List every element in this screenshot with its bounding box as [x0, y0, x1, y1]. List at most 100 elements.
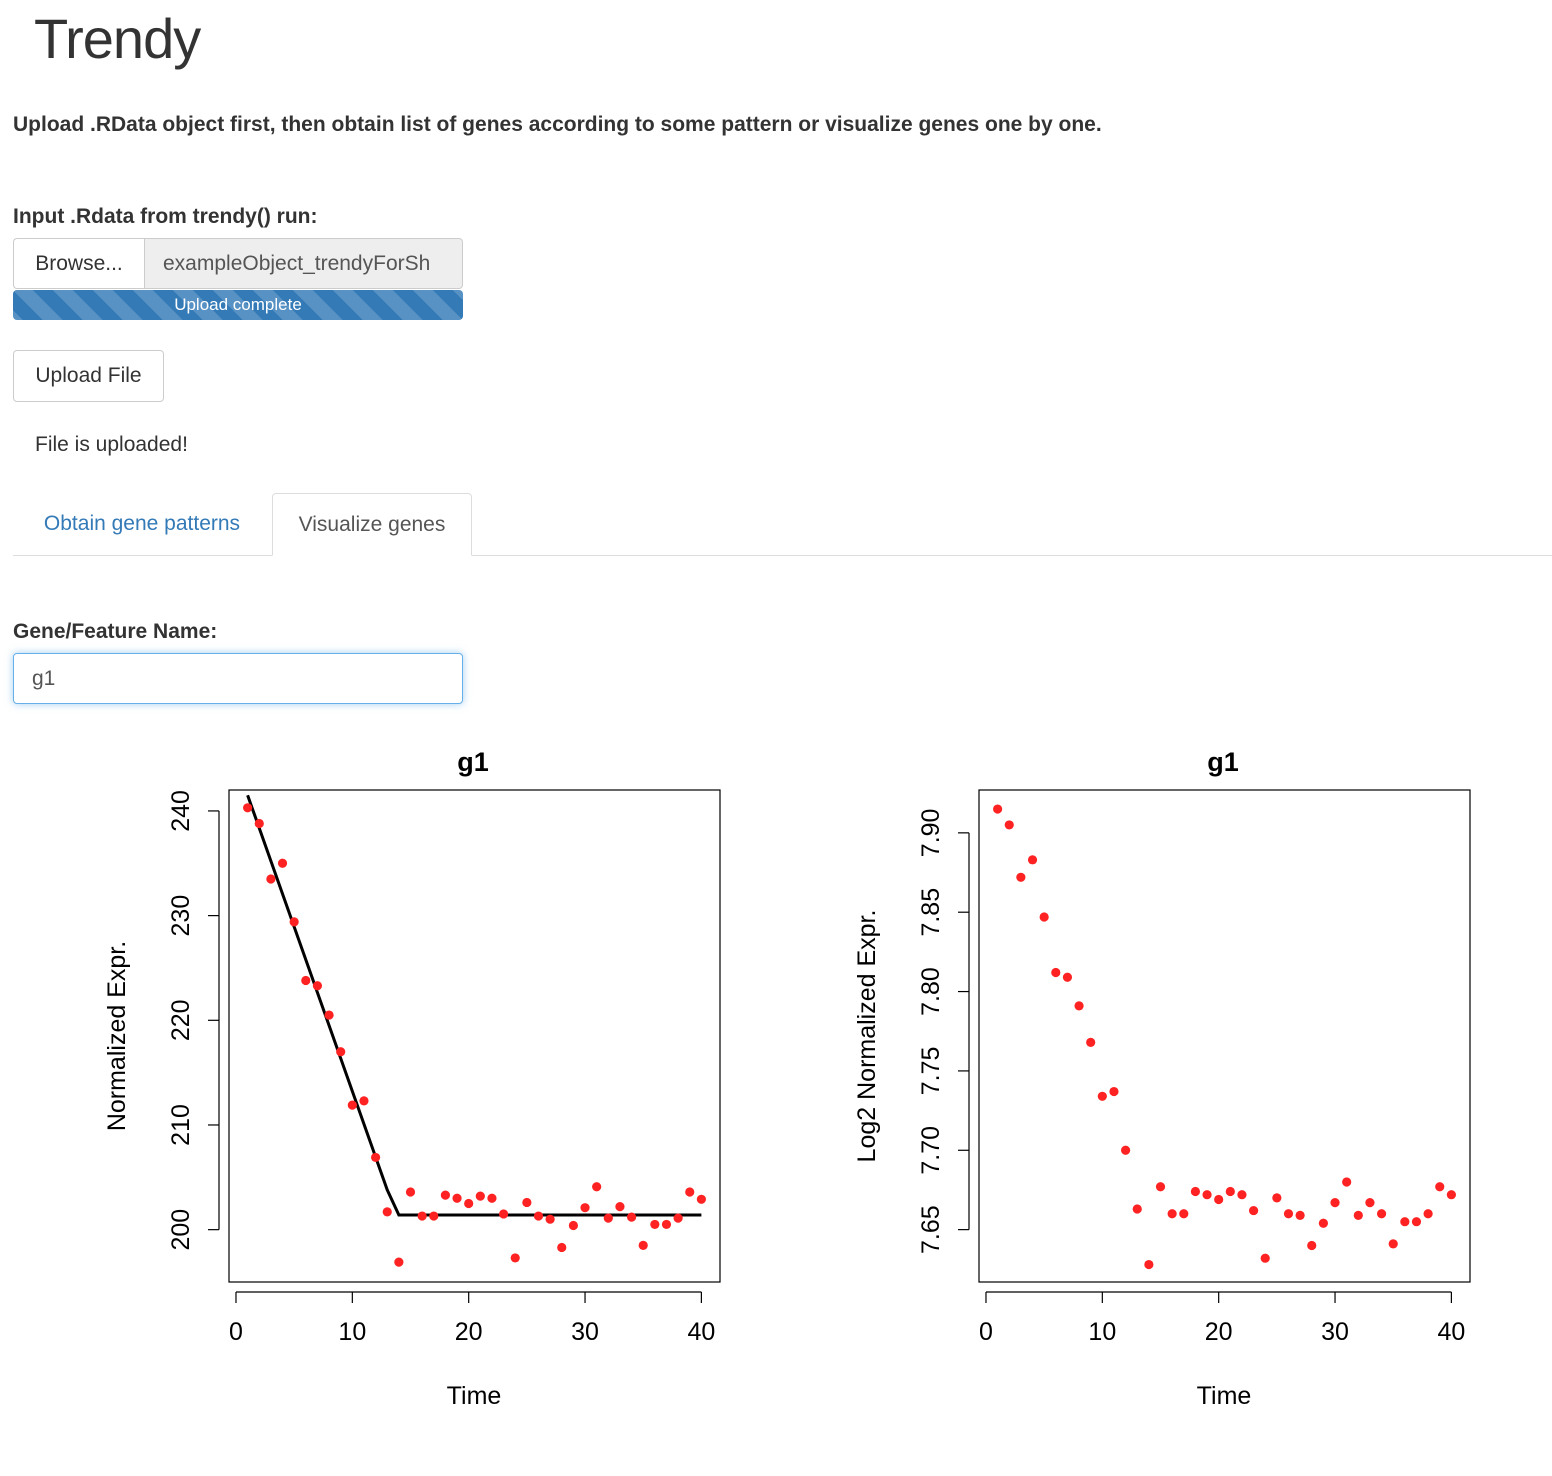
browse-button[interactable]: Browse... [13, 238, 144, 289]
data-point [533, 1211, 544, 1221]
data-point [1121, 1145, 1131, 1155]
y-tick-label: 210 [167, 1104, 195, 1146]
data-point [592, 1182, 602, 1192]
x-tick-label: 20 [455, 1318, 483, 1346]
data-point [1097, 1091, 1107, 1101]
data-point [1435, 1182, 1445, 1192]
data-point [1109, 1086, 1119, 1097]
data-point [394, 1257, 404, 1267]
x-tick-label: 10 [338, 1318, 366, 1346]
data-point [1248, 1205, 1259, 1216]
y-tick-label: 240 [167, 790, 195, 832]
data-point [1202, 1190, 1212, 1200]
data-point [487, 1193, 497, 1203]
plot-title: g1 [1207, 747, 1239, 777]
y-tick-label: 200 [167, 1209, 195, 1251]
tabs-divider [13, 555, 1552, 556]
y-tick-label: 7.90 [917, 809, 945, 858]
data-point [1144, 1259, 1154, 1270]
x-axis-label: Time [447, 1382, 502, 1410]
data-point [1318, 1218, 1328, 1228]
data-point [277, 858, 288, 868]
data-point [1179, 1209, 1189, 1219]
y-tick-label: 230 [167, 895, 195, 937]
file-name-field: exampleObject_trendyForSh [144, 238, 463, 289]
tab-obtain-gene-patterns[interactable]: Obtain gene patterns [43, 512, 241, 535]
plot-frame [228, 789, 721, 1283]
data-point [464, 1198, 474, 1209]
data-point [1027, 855, 1038, 865]
data-point [1074, 1001, 1084, 1011]
data-point [557, 1242, 567, 1253]
data-point [1086, 1037, 1096, 1047]
data-points [243, 803, 706, 1267]
data-point [359, 1096, 369, 1106]
tab-visualize-genes[interactable]: Visualize genes [272, 493, 472, 556]
y-tick-label: 220 [167, 999, 195, 1041]
upload-progress-bar: Upload complete [13, 290, 463, 320]
plot-normalized-expr: g1 0 10 20 30 40 200 210 220 230 240 Time Normal… [103, 747, 721, 1410]
x-axis: 0 10 20 30 40 [229, 1291, 715, 1346]
y-tick-label: 7.65 [917, 1205, 945, 1254]
data-point [1272, 1193, 1282, 1203]
plot-frame [978, 789, 1471, 1283]
data-point [1295, 1210, 1305, 1220]
data-point [650, 1219, 660, 1230]
data-point [336, 1047, 346, 1057]
x-tick-label: 30 [1321, 1318, 1349, 1346]
x-axis: 0 10 20 30 40 [979, 1291, 1465, 1346]
data-point [429, 1211, 439, 1221]
data-point [626, 1212, 637, 1222]
data-point [1214, 1194, 1224, 1205]
gene-name-input[interactable] [13, 653, 463, 704]
x-tick-label: 20 [1205, 1318, 1233, 1346]
x-tick-label: 30 [571, 1318, 599, 1346]
plot-title: g1 [457, 747, 489, 777]
data-point [1353, 1210, 1363, 1220]
x-tick-label: 10 [1088, 1318, 1116, 1346]
gene-name-label: Gene/Feature Name: [13, 620, 218, 643]
data-point [661, 1219, 672, 1230]
y-axis-label: Normalized Expr. [103, 941, 131, 1131]
data-point [405, 1187, 416, 1197]
data-point [993, 804, 1003, 814]
data-point [673, 1213, 683, 1223]
data-point [638, 1240, 648, 1250]
data-point [440, 1190, 451, 1200]
x-tick-label: 0 [979, 1318, 993, 1346]
x-tick-label: 40 [687, 1318, 715, 1346]
data-point [580, 1203, 590, 1213]
data-point [1388, 1239, 1398, 1249]
x-tick-label: 40 [1437, 1318, 1465, 1346]
data-point [301, 975, 311, 986]
y-tick-label: 7.85 [917, 888, 945, 937]
y-tick-label: 7.75 [917, 1047, 945, 1096]
y-tick-label: 7.80 [917, 967, 945, 1016]
data-point [1132, 1204, 1142, 1214]
data-point [1062, 972, 1073, 982]
y-tick-label: 7.70 [917, 1126, 945, 1175]
data-point [382, 1207, 392, 1217]
y-axis: 7.65 7.70 7.75 7.80 7.85 7.90 [917, 809, 970, 1254]
data-point [1260, 1253, 1270, 1263]
data-point [615, 1202, 625, 1212]
data-point [1225, 1186, 1235, 1197]
y-axis-label: Log2 Normalized Expr. [853, 910, 881, 1163]
data-point [1167, 1209, 1177, 1219]
data-point [1039, 912, 1049, 922]
data-point [696, 1194, 706, 1204]
fit-line [246, 794, 702, 1217]
data-point [1155, 1182, 1166, 1192]
data-point [1283, 1209, 1294, 1219]
data-point [510, 1253, 520, 1263]
data-point [1365, 1198, 1375, 1208]
data-point [522, 1197, 532, 1208]
upload-file-button[interactable]: Upload File [13, 350, 164, 402]
data-point [1411, 1217, 1422, 1227]
data-point [1016, 872, 1026, 882]
data-point [324, 1010, 334, 1020]
intro-text: Upload .RData object first, then obtain … [13, 113, 1102, 136]
data-point [347, 1100, 357, 1110]
file-input-group: Browse... exampleObject_trendyForSh [13, 238, 463, 289]
data-point [1190, 1186, 1201, 1197]
